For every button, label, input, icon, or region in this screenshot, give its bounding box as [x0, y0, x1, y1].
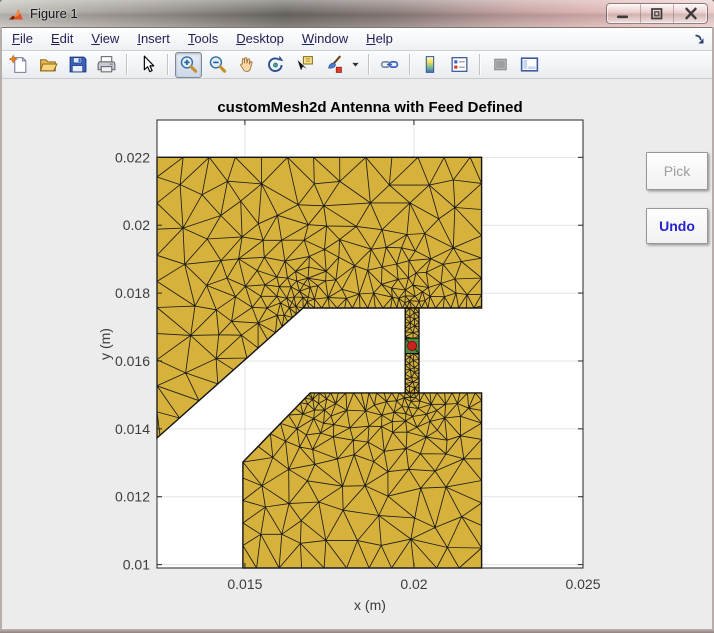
insert-legend-icon[interactable]: [446, 52, 473, 78]
brush-icon[interactable]: [320, 52, 347, 78]
rotate-3d-icon[interactable]: [262, 52, 289, 78]
print-figure-icon[interactable]: [93, 52, 120, 78]
toolbar-separator: [167, 54, 169, 75]
menu-item-window[interactable]: Window: [301, 31, 349, 46]
window-border-left: [0, 27, 2, 629]
open-file-icon[interactable]: [35, 52, 62, 78]
close-button[interactable]: [674, 4, 707, 23]
restore-button[interactable]: [641, 4, 675, 23]
pan-icon[interactable]: [233, 52, 260, 78]
dock-figure-icon[interactable]: [693, 33, 705, 45]
menu-item-view[interactable]: View: [91, 31, 120, 46]
toolbar-separator: [368, 54, 370, 75]
edit-plot-icon[interactable]: [134, 52, 161, 78]
undo-button[interactable]: Undo: [646, 208, 708, 244]
figure-canvas: [2, 78, 712, 629]
toolbar: [2, 51, 714, 79]
menu-item-desktop[interactable]: Desktop: [236, 31, 284, 46]
menu-item-edit[interactable]: Edit: [50, 31, 74, 46]
new-figure-icon[interactable]: [6, 52, 33, 78]
save-figure-icon[interactable]: [64, 52, 91, 78]
menu-item-help[interactable]: Help: [366, 31, 393, 46]
brush-dropdown-icon[interactable]: [349, 52, 362, 78]
matlab-logo-icon: [8, 6, 24, 22]
link-plot-icon[interactable]: [376, 52, 403, 78]
pick-button[interactable]: Pick: [646, 152, 708, 190]
menu-bar: File Edit View Insert Tools Desktop Window Help: [2, 27, 712, 51]
toolbar-separator: [409, 54, 411, 75]
zoom-out-icon[interactable]: [204, 52, 231, 78]
toolbar-separator: [126, 54, 128, 75]
window-border-right: [712, 27, 714, 629]
menu-item-file[interactable]: File: [12, 31, 33, 46]
show-plot-tools-icon[interactable]: [516, 52, 543, 78]
window-border-bottom: [0, 629, 714, 633]
minimize-button[interactable]: [607, 4, 641, 23]
title-bar[interactable]: Figure 1: [0, 0, 714, 28]
data-cursor-icon[interactable]: [291, 52, 318, 78]
toolbar-separator: [479, 54, 481, 75]
window-controls: [606, 3, 708, 24]
hide-plot-tools-icon[interactable]: [487, 52, 514, 78]
insert-colorbar-icon[interactable]: [417, 52, 444, 78]
menu-item-insert[interactable]: Insert: [137, 31, 170, 46]
zoom-in-icon[interactable]: [175, 51, 202, 78]
window-title: Figure 1: [30, 6, 78, 21]
menu-item-tools[interactable]: Tools: [187, 31, 219, 46]
